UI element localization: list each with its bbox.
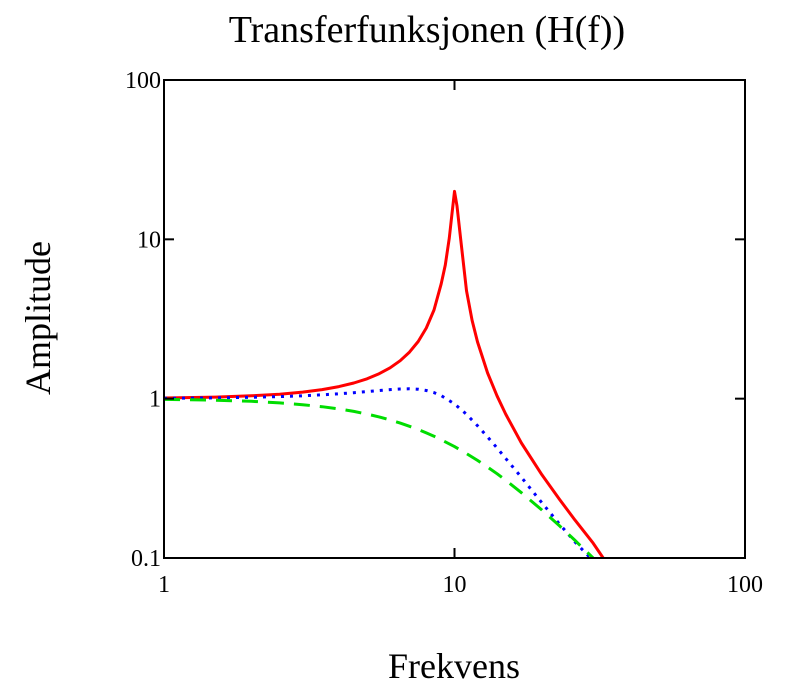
x-axis-label: Frekvens (388, 646, 520, 684)
y-tick-label: 0.1 (131, 546, 161, 572)
y-tick-label: 10 (137, 227, 161, 253)
series-layer (164, 189, 605, 558)
chart-title: Transferfunksjonen (H(f)) (229, 9, 625, 51)
x-tick-label: 1 (158, 572, 170, 598)
series-line-3 (164, 397, 596, 558)
y-axis-label: Amplitude (18, 241, 58, 395)
y-tick-label: 100 (125, 68, 161, 94)
x-tick-label: 10 (443, 572, 467, 598)
y-tick-label: 1 (149, 387, 161, 413)
x-tick-label: 100 (727, 572, 763, 598)
series-line-1 (164, 189, 605, 558)
plot-frame (163, 79, 746, 559)
series-line-2 (164, 387, 593, 558)
